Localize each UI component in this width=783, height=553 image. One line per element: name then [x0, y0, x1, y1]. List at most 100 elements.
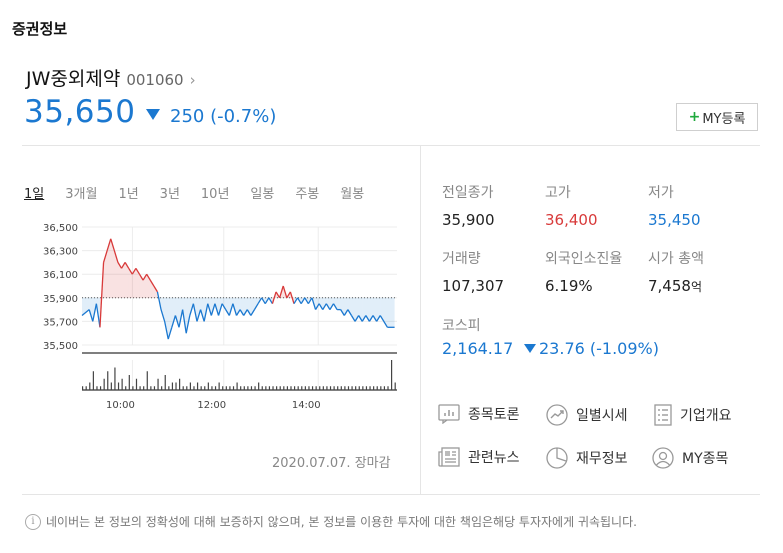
price-area-segment	[322, 297, 327, 310]
price-area-segment	[186, 297, 190, 334]
price-line-segment	[92, 303, 98, 322]
volume-bar	[103, 378, 105, 390]
price-area-segment	[276, 291, 280, 298]
volume-bar	[207, 382, 209, 390]
volume-bar	[121, 378, 123, 390]
tab-10year[interactable]: 10년	[200, 187, 230, 202]
volume-bar	[240, 386, 242, 390]
price-line-segment	[304, 297, 309, 305]
price-line-segment	[368, 315, 374, 322]
price-line-segment	[167, 327, 173, 340]
price-line-segment	[225, 309, 230, 316]
price-line-segment	[246, 309, 252, 316]
price-line-segment	[131, 267, 137, 275]
price-area-segment	[340, 297, 345, 316]
price-change: 250 (-0.7%)	[146, 106, 276, 127]
volume-bar	[326, 386, 328, 390]
link-my-stocks[interactable]: MY종목	[652, 447, 728, 469]
stat-prev-close-label: 전일종가	[442, 185, 494, 201]
price-line-segment	[203, 303, 209, 322]
disclaimer: i 네이버는 본 정보의 정확성에 대해 보증하지 않으며, 본 정보를 이용한…	[25, 513, 637, 530]
price-area-segment	[164, 297, 169, 340]
volume-bar	[171, 382, 174, 390]
price-area-segment	[132, 268, 136, 298]
price-area-segment	[196, 297, 201, 322]
price-area-segment	[380, 297, 384, 322]
price-area-segment	[369, 297, 374, 322]
volume-bar	[369, 386, 371, 390]
price-line-segment	[178, 309, 184, 328]
stock-code[interactable]: 001060	[126, 71, 184, 89]
price-area-segment	[358, 297, 363, 322]
volume-bar	[168, 386, 170, 390]
price-area-segment	[329, 297, 334, 310]
kospi-change: 23.76 (-1.09%)	[524, 339, 659, 358]
stat-prev-close-value: 35,900	[442, 211, 495, 229]
volume-bar	[362, 386, 364, 390]
volume-bar	[150, 386, 152, 390]
chevron-right-icon[interactable]: ›	[189, 71, 196, 89]
price-area-segment	[326, 297, 330, 310]
price-line-segment	[192, 303, 198, 322]
link-news[interactable]: 관련뉴스	[438, 447, 520, 467]
my-register-button[interactable]: + MY등록	[676, 103, 758, 131]
price-area-segment	[387, 297, 391, 328]
price-area-segment	[200, 297, 205, 322]
divider-bottom	[22, 494, 760, 495]
volume-bar	[293, 386, 296, 390]
tab-daily[interactable]: 일봉	[250, 187, 275, 202]
volume-bar	[308, 386, 310, 390]
trend-circle-icon	[546, 404, 568, 426]
volume-bar	[196, 382, 199, 390]
volume-bar	[204, 386, 206, 390]
volume-bar	[110, 382, 112, 390]
price-line-segment	[376, 315, 381, 322]
price-area-segment	[355, 297, 359, 322]
intraday-chart[interactable]: 36,500 36,300 36,100 35,900 35,700 35,500 10:…	[22, 215, 402, 415]
pie-chart-icon	[546, 447, 568, 469]
stock-name[interactable]: JW중외제약	[26, 68, 121, 90]
tab-weekly[interactable]: 주봉	[295, 187, 320, 202]
price-area-segment	[117, 262, 122, 298]
price-line-segment	[311, 297, 317, 310]
volume-bar	[114, 367, 116, 390]
price-line-segment	[138, 273, 144, 281]
volume-bar	[297, 386, 299, 390]
volume-bar	[186, 386, 188, 390]
link-financials[interactable]: 재무정보	[546, 447, 628, 469]
kospi-label[interactable]: 코스피	[442, 318, 481, 334]
price-line-segment	[264, 297, 270, 305]
tab-monthly[interactable]: 월봉	[340, 187, 365, 202]
volume-bar	[358, 386, 360, 390]
stat-volume: 거래량 107,307	[442, 248, 504, 295]
link-discussion[interactable]: 종목토론	[438, 404, 520, 424]
volume-bar	[337, 386, 339, 390]
price-area-segment	[258, 297, 262, 304]
price-line-segment	[340, 309, 345, 316]
volume-bar	[200, 386, 202, 390]
price-line-segment	[343, 309, 349, 316]
link-company-overview[interactable]: 기업개요	[654, 404, 732, 426]
tab-3year[interactable]: 3년	[159, 187, 180, 202]
price-line-segment	[235, 309, 241, 316]
volume-bar	[383, 386, 386, 390]
volume-bar	[250, 386, 253, 390]
stat-high-label: 고가	[545, 185, 571, 201]
price-line-segment	[81, 309, 90, 317]
volume-bar	[279, 386, 281, 390]
stock-name-row[interactable]: JW중외제약 001060 ›	[26, 64, 196, 91]
price-line-segment	[253, 303, 259, 310]
price-area-segment	[351, 297, 356, 322]
volume-bar	[179, 378, 181, 390]
volume-bar	[92, 371, 94, 390]
tab-1year[interactable]: 1년	[118, 187, 139, 202]
link-daily-price[interactable]: 일별시세	[546, 404, 628, 426]
section-title: 증권정보	[12, 20, 68, 38]
volume-bar	[365, 386, 368, 390]
price-line-segment	[325, 303, 331, 310]
down-triangle-icon	[524, 344, 536, 353]
tab-3month[interactable]: 3개월	[65, 187, 98, 202]
price-line-segment	[106, 238, 112, 251]
tab-1day[interactable]: 1일	[24, 187, 45, 202]
stat-prev-close: 전일종가 35,900	[442, 182, 495, 229]
